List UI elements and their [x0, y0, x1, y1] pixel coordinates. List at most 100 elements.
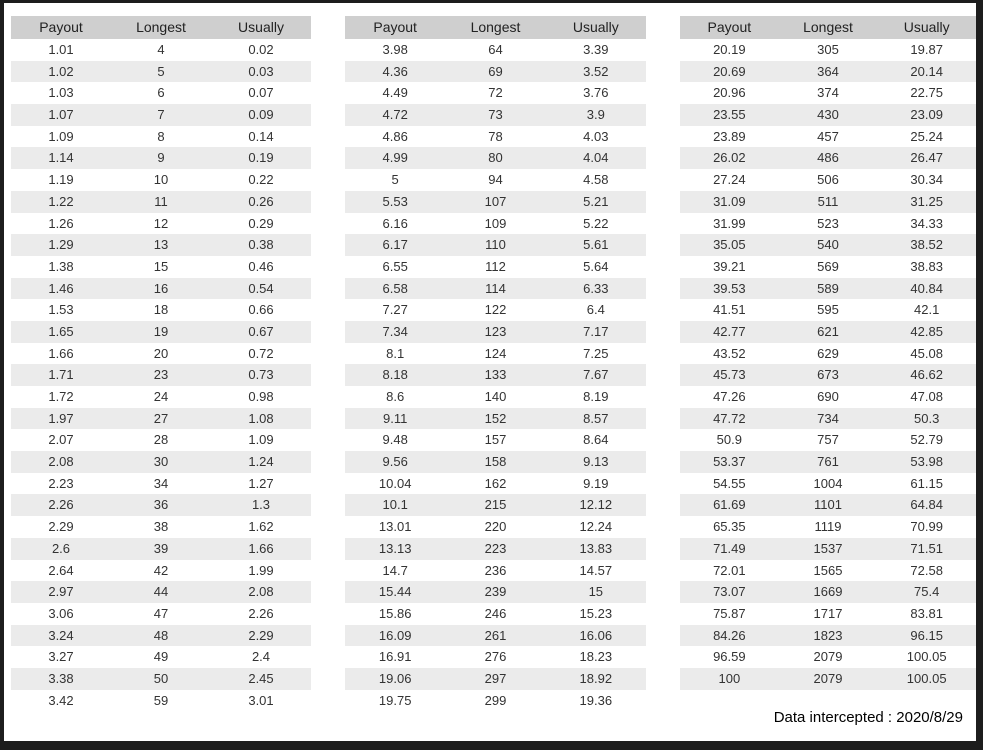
table-cell: 540: [817, 237, 839, 253]
column-header-usually: Usually: [238, 19, 284, 35]
table-cell: 1.27: [248, 475, 274, 491]
table-row: 1.29 13 0.38: [11, 234, 311, 256]
table-cell: 761: [817, 454, 839, 470]
table-row: 9.11 152 8.57: [345, 407, 646, 430]
table-cell: 0.98: [248, 389, 274, 404]
table-row: 45.73 673 46.62: [680, 364, 976, 386]
table-cell: 158: [484, 454, 507, 470]
table-cell: 65.35: [713, 519, 746, 535]
table-cell: 47: [153, 605, 169, 621]
table-cell: 124: [484, 345, 507, 361]
table-cell: 110: [485, 237, 506, 253]
table-cell: 0.38: [248, 237, 274, 253]
table-cell: 9.13: [583, 454, 609, 470]
table-cell: 45.73: [713, 367, 746, 383]
table-cell: 73: [488, 107, 503, 123]
table-cell: 64: [488, 42, 503, 57]
table-cell: 5: [391, 172, 399, 188]
table-row: 8.1 124 7.25: [345, 342, 646, 365]
table-row: 3.38 50 2.45: [11, 667, 311, 690]
table-cell: 28: [153, 432, 169, 448]
table-cell: 36: [153, 497, 169, 513]
table-cell: 4.58: [583, 172, 609, 188]
table-cell: 4.03: [583, 128, 609, 144]
table-cell: 48: [153, 627, 169, 643]
table-row: 100 2079 100.05: [680, 667, 976, 690]
table-cell: 4: [157, 42, 165, 57]
table-row: 39.21 569 38.83: [680, 255, 976, 278]
table-row: 39.53 589 40.84: [680, 277, 976, 300]
table-cell: 1.66: [248, 540, 274, 556]
table-cell: 22.75: [910, 85, 943, 101]
table-cell: 3.39: [583, 42, 609, 57]
table-row: 10.1 215 12.12: [345, 494, 646, 517]
payout-table-3: Payout Longest Usually 20.19 305 19.87 20.69 3…: [680, 16, 976, 690]
table-cell: 16.06: [579, 627, 613, 643]
table-cell: 50.9: [716, 432, 742, 448]
table-cell: 1537: [813, 540, 843, 556]
table-cell: 0.72: [248, 345, 274, 361]
table-cell: 486: [817, 150, 839, 166]
table-cell: 690: [817, 389, 839, 404]
table-cell: 297: [484, 670, 507, 686]
table-cell: 1.22: [48, 193, 74, 209]
table-cell: 3.01: [248, 692, 274, 708]
table-cell: 15.23: [579, 605, 613, 621]
table-cell: 47.08: [910, 389, 943, 404]
table-row: 19.06 297 18.92: [345, 667, 646, 690]
table-header-row: Payout Longest Usually: [11, 16, 311, 39]
table-cell: 15.86: [378, 605, 412, 621]
table-cell: 7: [157, 107, 165, 123]
table-cell: 42.85: [910, 323, 943, 339]
table-cell: 3.98: [382, 42, 408, 57]
table-cell: 20.96: [713, 85, 746, 101]
table-cell: 46.62: [910, 367, 943, 383]
table-cell: 54.55: [713, 475, 746, 491]
table-cell: 39.21: [713, 258, 746, 274]
table-cell: 246: [484, 605, 507, 621]
table-row: 41.51 595 42.1: [680, 299, 976, 321]
table-cell: 20.69: [713, 63, 746, 79]
table-cell: 10.04: [378, 475, 412, 491]
table-cell: 71.49: [713, 540, 746, 556]
table-cell: 220: [484, 519, 507, 535]
table-cell: 1.3: [251, 497, 271, 513]
table-cell: 9.11: [382, 410, 408, 426]
table-cell: 506: [817, 172, 839, 188]
table-cell: 5.64: [583, 258, 609, 274]
table-row: 4.49 72 3.76: [345, 82, 646, 105]
table-cell: 0.22: [248, 172, 274, 188]
table-cell: 52.79: [910, 432, 943, 448]
table-row: 3.27 49 2.4: [11, 646, 311, 668]
table-cell: 50.3: [914, 410, 940, 426]
table-row: 20.69 364 20.14: [680, 60, 976, 83]
table-cell: 569: [817, 258, 839, 274]
table-row: 1.22 11 0.26: [11, 190, 311, 213]
table-cell: 3.24: [48, 627, 74, 643]
table-cell: 100.05: [906, 649, 947, 665]
table-cell: 41.51: [713, 302, 746, 318]
column-header-payout: Payout: [707, 19, 752, 35]
table-cell: 2079: [813, 670, 843, 686]
table-cell: 61.15: [910, 475, 943, 491]
table-cell: 19.75: [378, 692, 412, 708]
table-cell: 8.64: [583, 432, 609, 448]
payout-table-2: Payout Longest Usually 3.98 64 3.39 4.36 69 3.5…: [345, 16, 646, 712]
table-row: 1.72 24 0.98: [11, 386, 311, 408]
table-cell: 133: [484, 367, 507, 383]
table-cell: 18.92: [579, 670, 613, 686]
table-row: 47.72 734 50.3: [680, 407, 976, 430]
table-cell: 18.23: [579, 649, 613, 665]
table-cell: 107: [484, 193, 507, 209]
table-cell: 38: [153, 519, 169, 535]
payout-table-1: Payout Longest Usually 1.01 4 0.02 1.02 5 0.03 1…: [11, 16, 311, 712]
table-row: 35.05 540 38.52: [680, 234, 976, 256]
table-cell: 23.09: [910, 107, 943, 123]
table-row: 8.6 140 8.19: [345, 386, 646, 408]
table-cell: 223: [484, 540, 507, 556]
table-row: 2.6 39 1.66: [11, 537, 311, 560]
table-row: 72.01 1565 72.58: [680, 559, 976, 582]
table-cell: 38.52: [910, 237, 943, 253]
table-cell: 3.06: [48, 605, 74, 621]
